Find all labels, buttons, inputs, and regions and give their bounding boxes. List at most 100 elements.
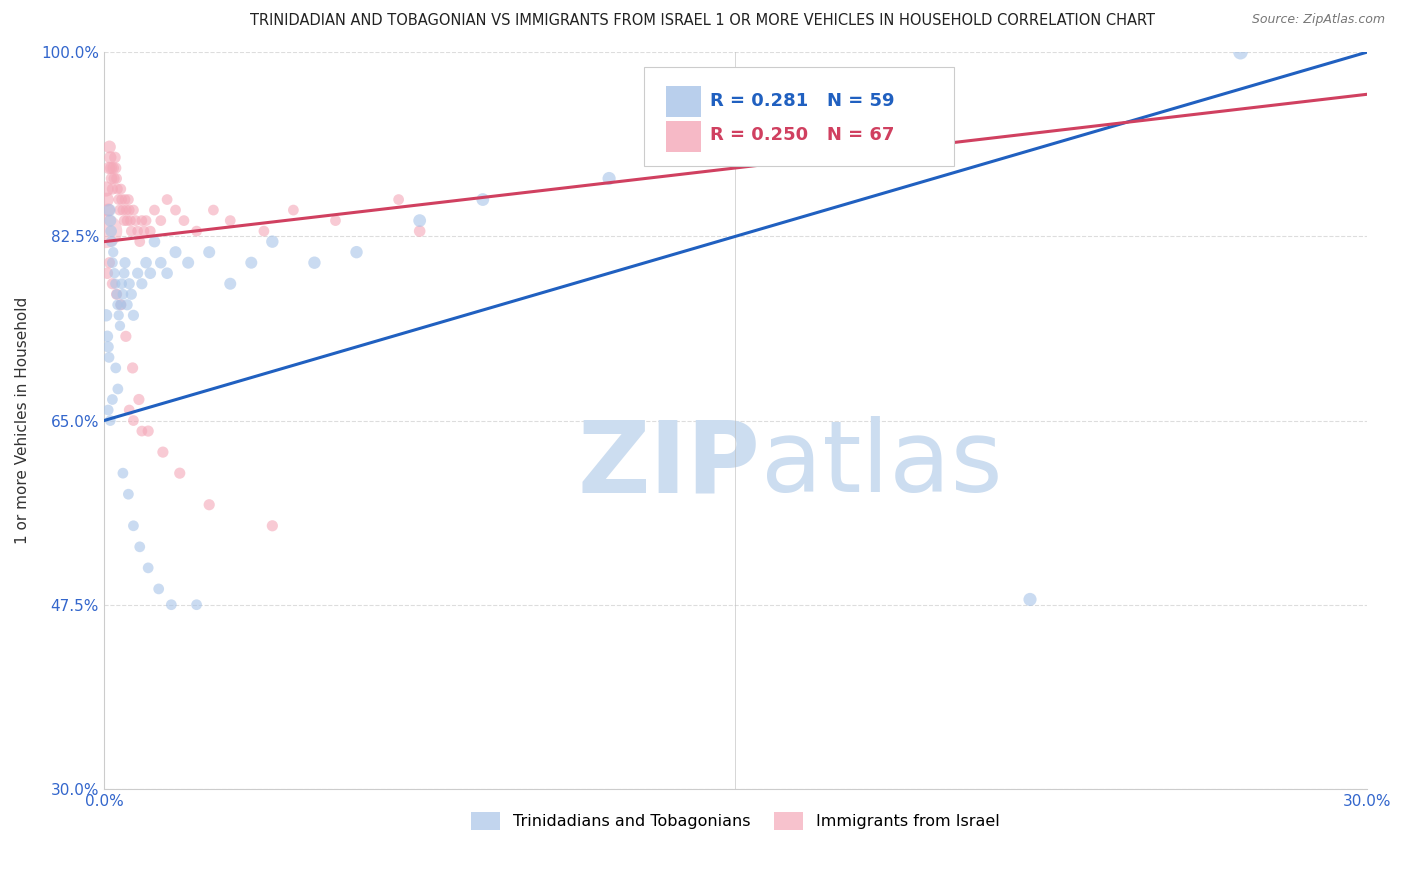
Point [101, 182, 124, 196]
Point [98, 351, 121, 365]
Point [136, 424, 159, 438]
Point [111, 203, 134, 218]
Point [122, 308, 145, 322]
Point [108, 203, 131, 218]
Point [104, 151, 127, 165]
Point [105, 287, 128, 301]
Point [131, 277, 153, 291]
Point [262, 235, 284, 249]
Point [132, 224, 155, 238]
Point [97, 403, 120, 417]
Point [117, 193, 139, 207]
Point [101, 255, 124, 269]
Point [98, 151, 121, 165]
Point [149, 213, 172, 227]
Point [112, 213, 135, 227]
Point [121, 360, 143, 375]
Point [471, 193, 494, 207]
Point [388, 193, 411, 207]
Point [120, 287, 142, 301]
Point [598, 171, 620, 186]
Point [110, 298, 132, 312]
Point [108, 318, 131, 333]
Text: ZIP: ZIP [578, 417, 761, 513]
Legend: Trinidadians and Tobagonians, Immigrants from Israel: Trinidadians and Tobagonians, Immigrants… [465, 806, 1005, 836]
Point [766, 151, 789, 165]
Point [156, 193, 179, 207]
Point [96, 193, 118, 207]
Point [198, 498, 221, 512]
Point [101, 392, 124, 407]
Point [107, 193, 129, 207]
Point [120, 213, 142, 227]
Point [111, 287, 134, 301]
Point [253, 224, 276, 238]
Point [283, 203, 305, 218]
Point [107, 382, 129, 396]
Point [96, 329, 118, 343]
Point [122, 518, 145, 533]
Point [117, 487, 139, 501]
Point [103, 161, 125, 175]
Point [128, 235, 150, 249]
Point [118, 203, 141, 218]
Point [103, 266, 125, 280]
Point [107, 308, 129, 322]
Point [177, 255, 200, 269]
Point [149, 255, 172, 269]
Point [97, 203, 120, 218]
Text: TRINIDADIAN AND TOBAGONIAN VS IMMIGRANTS FROM ISRAEL 1 OR MORE VEHICLES IN HOUSE: TRINIDADIAN AND TOBAGONIAN VS IMMIGRANTS… [250, 13, 1156, 29]
Point [101, 277, 124, 291]
Point [115, 329, 138, 343]
Point [122, 413, 145, 427]
Point [104, 277, 127, 291]
Point [118, 277, 141, 291]
Point [107, 298, 129, 312]
Point [100, 235, 122, 249]
Point [152, 445, 174, 459]
FancyBboxPatch shape [666, 120, 702, 152]
Point [186, 598, 208, 612]
Point [114, 255, 136, 269]
Point [104, 161, 127, 175]
Point [148, 582, 170, 596]
Point [240, 255, 263, 269]
Point [115, 213, 138, 227]
Point [124, 213, 146, 227]
Point [111, 277, 134, 291]
Point [143, 235, 166, 249]
Point [112, 266, 135, 280]
Point [103, 171, 125, 186]
Point [127, 266, 149, 280]
Point [135, 213, 157, 227]
Point [104, 360, 127, 375]
Point [136, 561, 159, 575]
Point [128, 392, 150, 407]
Point [408, 213, 430, 227]
Point [1019, 592, 1042, 607]
Point [115, 203, 138, 218]
Point [105, 287, 128, 301]
Point [111, 193, 134, 207]
Point [98, 161, 121, 175]
Point [219, 213, 242, 227]
Point [202, 203, 225, 218]
Point [165, 203, 187, 218]
Point [131, 213, 153, 227]
Text: atlas: atlas [761, 417, 1002, 513]
Point [96, 266, 118, 280]
Point [114, 193, 136, 207]
Point [100, 224, 122, 238]
Point [139, 266, 162, 280]
Point [103, 245, 125, 260]
Point [139, 224, 162, 238]
FancyBboxPatch shape [644, 67, 953, 167]
Point [325, 213, 347, 227]
Point [98, 413, 121, 427]
Point [115, 298, 138, 312]
Point [100, 161, 122, 175]
Point [120, 224, 142, 238]
Point [98, 213, 121, 227]
Point [304, 255, 326, 269]
Point [118, 403, 141, 417]
